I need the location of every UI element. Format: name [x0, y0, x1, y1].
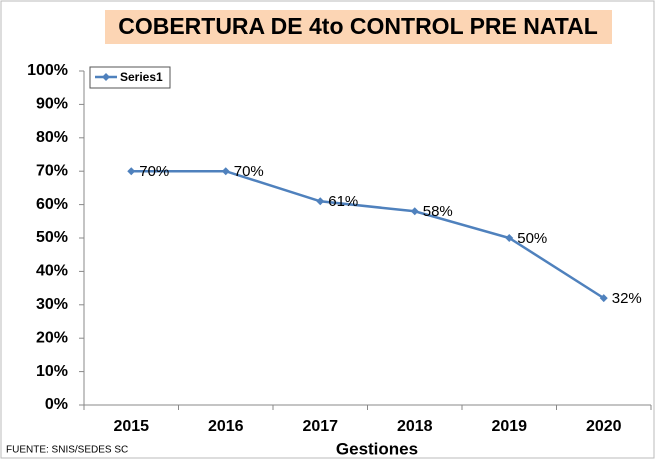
y-tick-label: 30%	[36, 296, 68, 313]
y-tick-label: 10%	[36, 363, 68, 380]
y-tick-label: 50%	[36, 229, 68, 246]
y-tick-label: 20%	[36, 329, 68, 346]
title-box	[105, 10, 612, 44]
data-label: 70%	[139, 163, 169, 180]
x-tick-label: 2015	[113, 418, 149, 435]
y-tick-label: 70%	[36, 162, 68, 179]
series-line	[131, 169, 605, 300]
y-tick-label: 60%	[36, 196, 68, 213]
y-tick-label: 40%	[36, 263, 68, 280]
x-axis-label: Gestiones	[336, 439, 418, 458]
y-tick-label: 80%	[36, 129, 68, 146]
y-tick-label: 0%	[45, 396, 68, 413]
data-point	[410, 207, 419, 216]
data-label: 61%	[328, 193, 358, 210]
data-point	[316, 197, 325, 206]
y-tick-label: 100%	[27, 62, 68, 79]
data-label: 50%	[517, 230, 547, 247]
x-tick-label: 2020	[586, 418, 622, 435]
legend-label: Series1	[120, 70, 163, 84]
x-tick-label: 2017	[302, 418, 338, 435]
data-label: 58%	[423, 203, 453, 220]
y-tick-label: 90%	[36, 96, 68, 113]
legend-marker	[102, 73, 110, 81]
x-tick-label: 2019	[491, 418, 527, 435]
chart-title: COBERTURA DE 4to CONTROL PRE NATAL	[118, 13, 598, 39]
data-label: 70%	[234, 163, 264, 180]
data-point	[505, 234, 514, 242]
x-tick-label: 2016	[208, 418, 244, 435]
legend-box	[89, 66, 171, 89]
data-label: 32%	[612, 290, 642, 307]
x-tick-label: 2018	[397, 418, 433, 435]
data-point	[599, 294, 608, 303]
data-point	[127, 167, 136, 176]
source-note: FUENTE: SNIS/SEDES SC	[6, 445, 128, 456]
data-point	[221, 167, 230, 176]
